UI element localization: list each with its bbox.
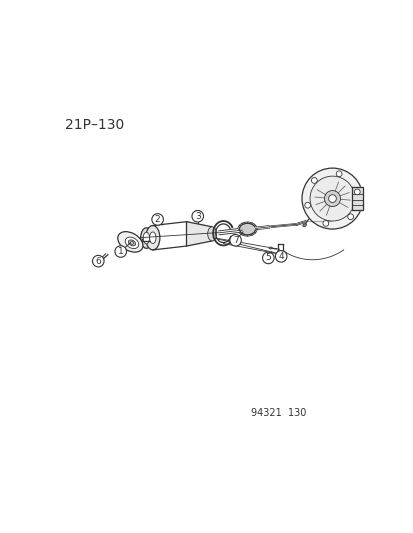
Circle shape — [301, 168, 362, 229]
Ellipse shape — [239, 223, 255, 235]
Text: 7: 7 — [232, 236, 238, 245]
Ellipse shape — [328, 195, 335, 203]
Text: 4: 4 — [278, 252, 283, 261]
Text: 6: 6 — [95, 257, 101, 265]
Text: 21P–130: 21P–130 — [64, 118, 123, 132]
Circle shape — [115, 246, 126, 257]
Ellipse shape — [354, 189, 359, 195]
Ellipse shape — [324, 191, 340, 207]
Ellipse shape — [237, 222, 256, 236]
Ellipse shape — [309, 176, 354, 221]
Ellipse shape — [302, 224, 306, 227]
Polygon shape — [186, 222, 212, 246]
Text: 3: 3 — [195, 212, 200, 221]
Ellipse shape — [335, 171, 341, 176]
Circle shape — [262, 252, 273, 264]
Ellipse shape — [149, 232, 156, 244]
Text: 5: 5 — [265, 253, 271, 262]
Ellipse shape — [322, 221, 328, 227]
Ellipse shape — [143, 232, 149, 244]
Ellipse shape — [117, 232, 142, 252]
Polygon shape — [351, 187, 362, 210]
Ellipse shape — [140, 228, 152, 248]
Ellipse shape — [311, 177, 316, 183]
Ellipse shape — [347, 214, 353, 220]
Circle shape — [92, 255, 104, 267]
Text: 94321  130: 94321 130 — [250, 408, 305, 418]
Ellipse shape — [130, 241, 133, 244]
Circle shape — [229, 235, 241, 246]
Ellipse shape — [145, 225, 159, 250]
Text: 1: 1 — [118, 247, 123, 256]
Circle shape — [275, 251, 286, 262]
Ellipse shape — [268, 247, 271, 249]
Ellipse shape — [125, 237, 138, 248]
Text: 2: 2 — [154, 215, 160, 224]
Circle shape — [152, 214, 163, 225]
Ellipse shape — [207, 227, 216, 241]
Ellipse shape — [304, 203, 310, 208]
Ellipse shape — [128, 240, 135, 246]
Circle shape — [192, 211, 203, 222]
